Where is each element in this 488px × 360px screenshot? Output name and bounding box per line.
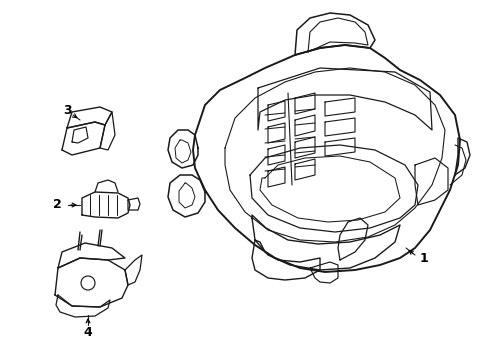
Text: 3: 3 — [63, 104, 72, 117]
Text: 4: 4 — [83, 327, 92, 339]
Text: 1: 1 — [419, 252, 428, 265]
Text: 2: 2 — [53, 198, 62, 211]
